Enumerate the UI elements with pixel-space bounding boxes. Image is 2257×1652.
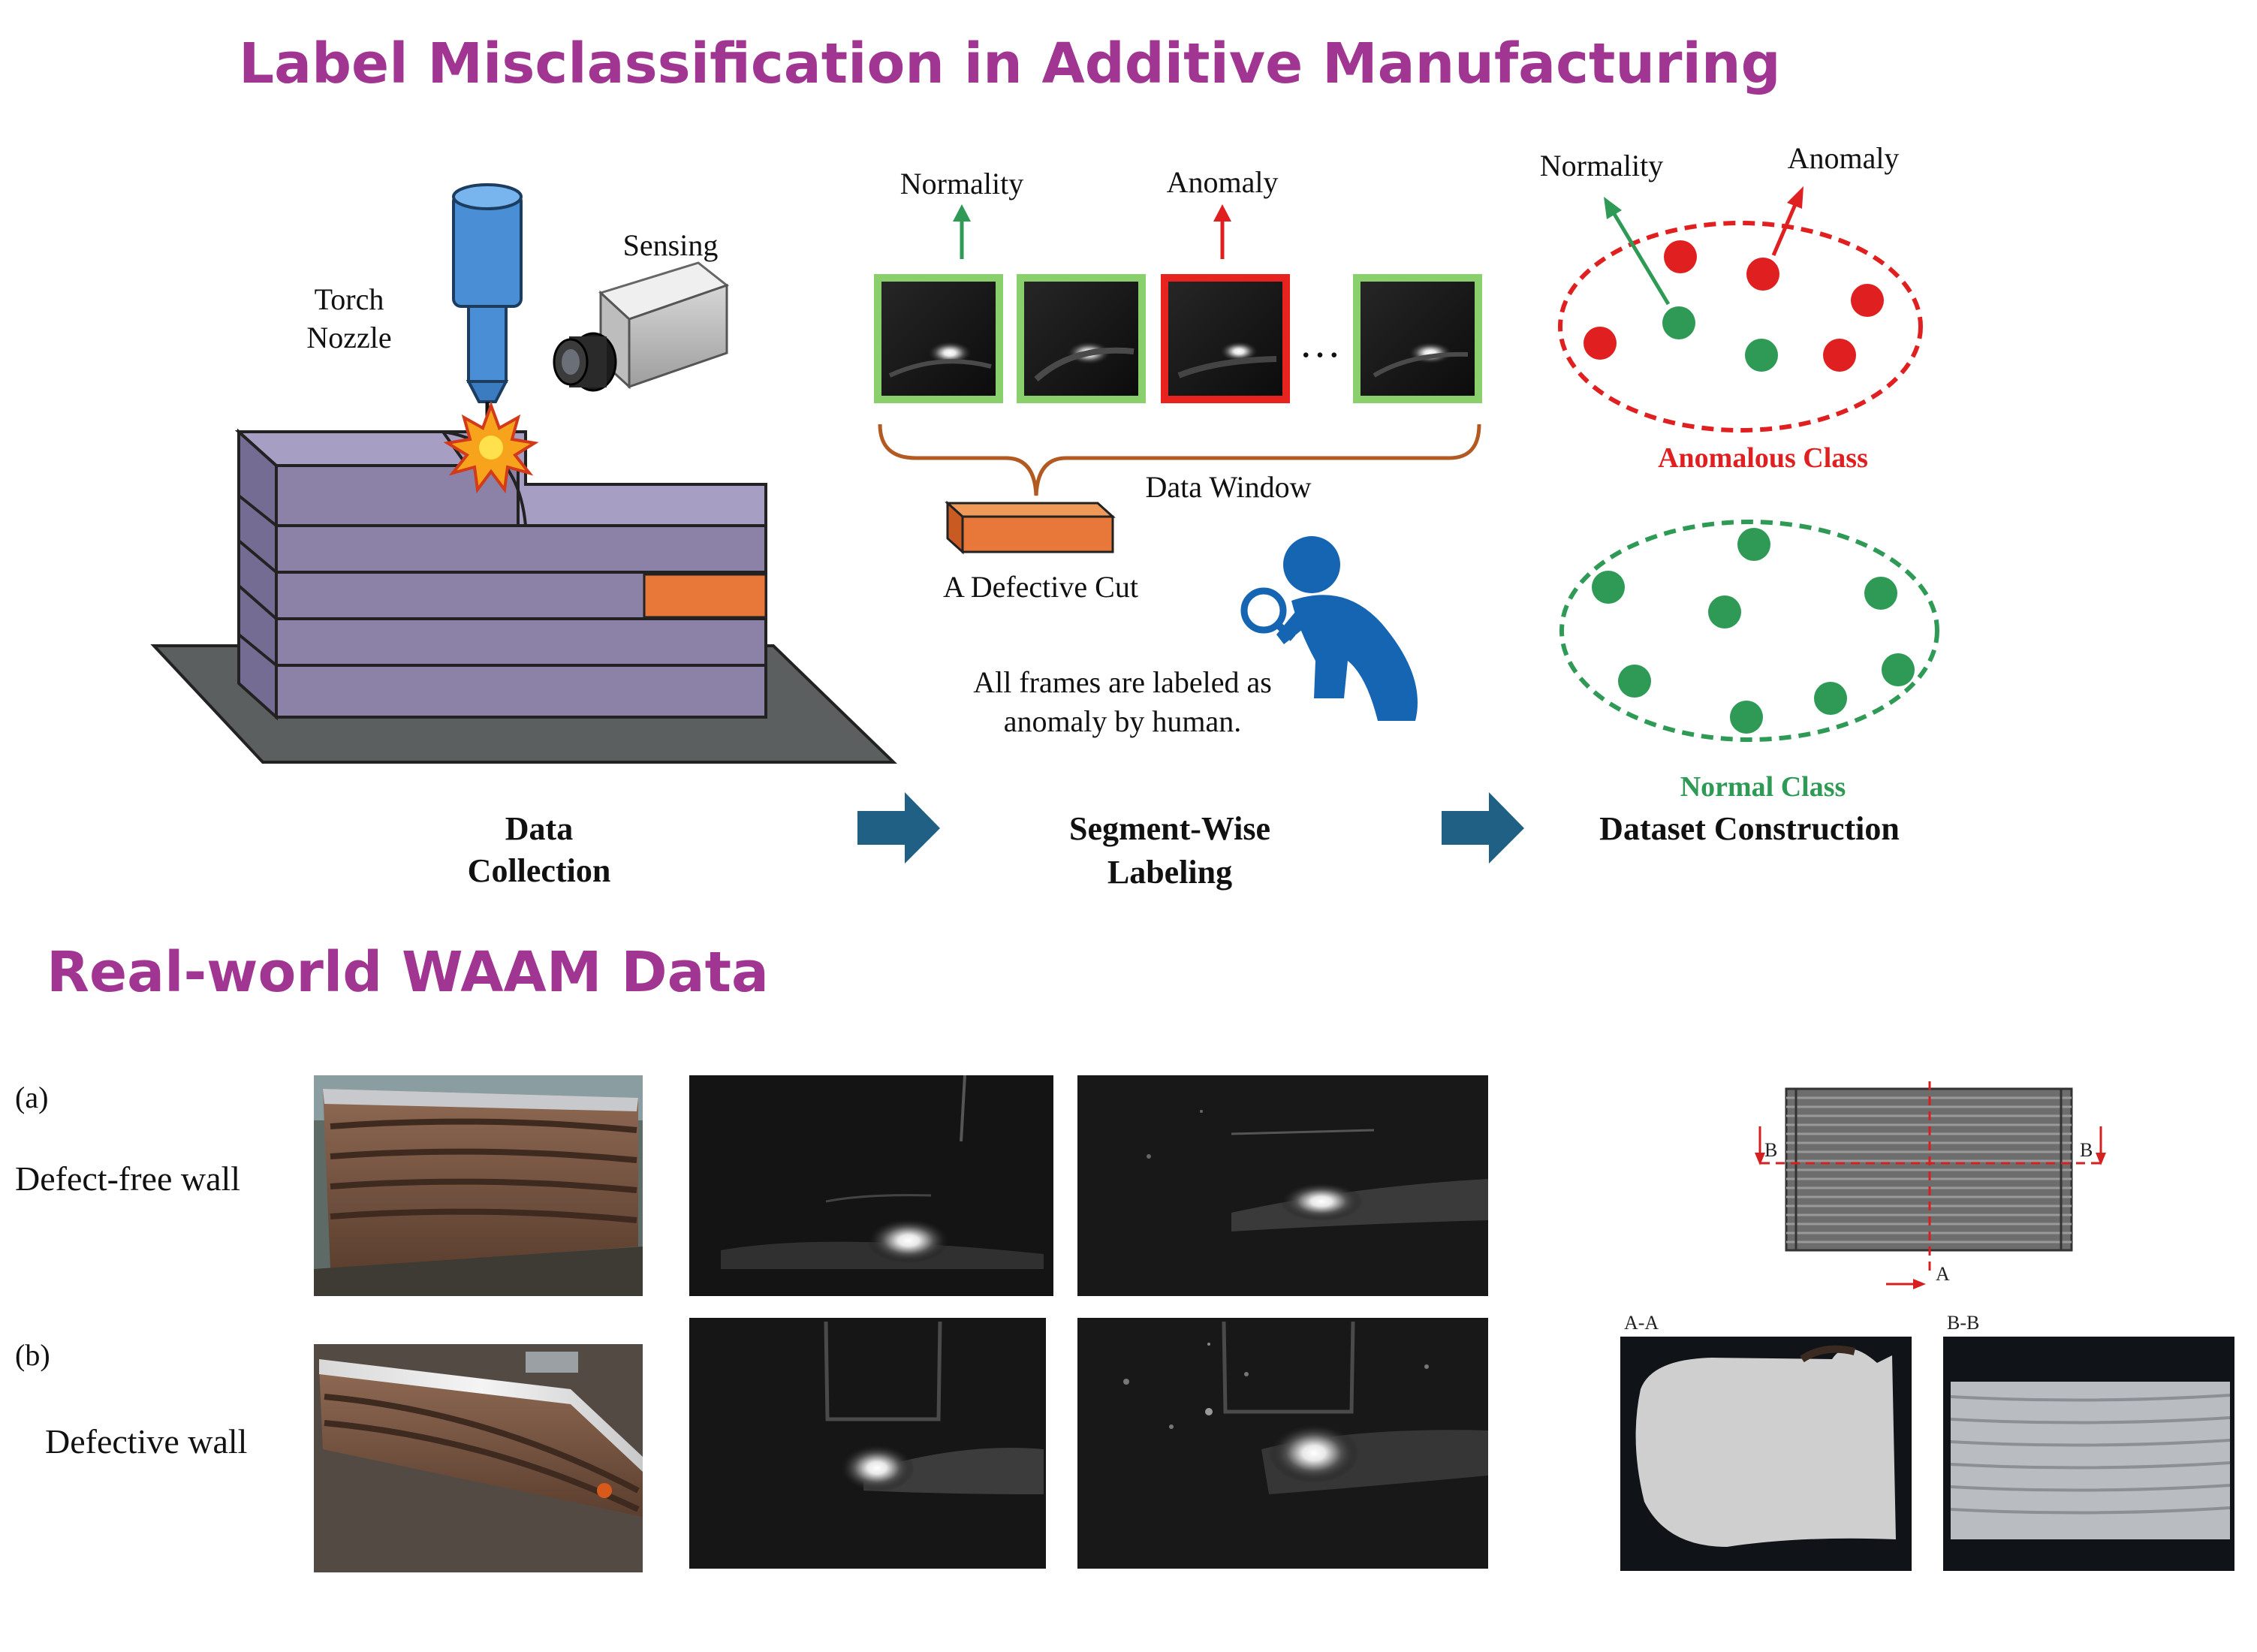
- green-point: [1864, 577, 1897, 610]
- normality-label: Normality: [900, 167, 1023, 200]
- defect-region: [643, 573, 767, 619]
- defective-cut-label: A Defective Cut: [943, 570, 1138, 604]
- page-title: Label Misclassification in Additive Manu…: [239, 32, 1781, 96]
- defective-cut-block: [945, 500, 1116, 555]
- wall-cross-section-schematic: B B A: [1755, 1081, 2106, 1289]
- green-point: [1737, 528, 1770, 561]
- red-point: [1746, 258, 1779, 291]
- camera-icon: [553, 261, 730, 392]
- melt-pool-frame-a1: [689, 1075, 1053, 1296]
- green-point: [1882, 653, 1915, 686]
- row-b-tag: (b): [15, 1338, 50, 1372]
- anomalous-class-label: Anomalous Class: [1658, 442, 1868, 474]
- normal-class-label: Normal Class: [1680, 771, 1846, 803]
- green-point: [1592, 571, 1625, 604]
- segment-labeling-panel: … Normality Anomaly Data Window A Defect…: [874, 165, 1482, 891]
- sensing-label: Sensing: [623, 228, 719, 262]
- waam-row-a: (a) Defect-free wall: [15, 1075, 1488, 1296]
- cross-section-a-label: A-A: [1624, 1312, 1659, 1334]
- anomaly-arrow: [1213, 204, 1231, 222]
- anomaly-label: Anomaly: [1167, 165, 1279, 199]
- nozzle-label: Nozzle: [306, 321, 391, 354]
- section-b-right-label: B: [2080, 1139, 2093, 1161]
- defect-free-wall-photo: [314, 1075, 643, 1296]
- video-frame-1: [874, 274, 1003, 403]
- waam-row-b: (b) Defective wall: [15, 1318, 1488, 1572]
- dc-normality-label: Normality: [1540, 149, 1663, 182]
- segment-labeling-caption-1: Segment-Wise: [1069, 810, 1270, 847]
- normality-arrow: [953, 204, 971, 222]
- section-a-label: A: [1936, 1263, 1950, 1285]
- section-title-waam: Real-world WAAM Data: [47, 940, 769, 1005]
- data-window-brace: [878, 424, 1481, 496]
- red-point: [1584, 327, 1617, 360]
- green-point: [1730, 701, 1763, 734]
- green-point: [1814, 682, 1847, 715]
- cross-section-b-label: B-B: [1947, 1312, 1979, 1334]
- green-point: [1662, 306, 1695, 339]
- red-point: [1851, 284, 1884, 317]
- human-note-line-2: anomaly by human.: [1004, 704, 1242, 738]
- data-collection-panel: Torch Nozzle Sensing Data Collection: [150, 183, 897, 889]
- row-a-tag: (a): [15, 1081, 48, 1114]
- person-magnifier-icon: [1240, 536, 1418, 721]
- melt-pool-frame-b2: [1077, 1318, 1488, 1569]
- cross-section-a-photo: A-A: [1620, 1312, 1912, 1571]
- anomalous-class-ellipse: [1558, 221, 1923, 433]
- segment-labeling-caption-2: Labeling: [1107, 854, 1232, 891]
- video-frame-4: [1353, 274, 1482, 403]
- dc-anomaly-label: Anomaly: [1788, 141, 1900, 175]
- melt-pool-frame-b1: [689, 1318, 1046, 1569]
- red-point: [1664, 240, 1697, 273]
- data-collection-caption-1: Data: [505, 810, 573, 847]
- video-frame-2: [1017, 274, 1146, 403]
- green-point: [1618, 665, 1651, 698]
- section-b-left-label: B: [1764, 1139, 1777, 1161]
- green-point: [1708, 595, 1741, 629]
- dataset-construction-panel: Normality Anomaly Anomalous Class Normal…: [1540, 141, 1939, 847]
- dataset-construction-caption: Dataset Construction: [1599, 810, 1900, 847]
- flow-arrow-1: [857, 792, 940, 864]
- red-point: [1823, 339, 1856, 372]
- green-point: [1745, 339, 1778, 372]
- melt-pool-frame-a2: [1077, 1075, 1488, 1296]
- defective-wall-photo: [314, 1344, 643, 1572]
- row-b-label: Defective wall: [45, 1422, 247, 1461]
- torch-label: Torch: [315, 282, 384, 316]
- row-a-label: Defect-free wall: [15, 1159, 240, 1198]
- flow-arrow-2: [1442, 792, 1524, 864]
- video-frame-3-anomaly: [1161, 274, 1290, 403]
- human-note-line-1: All frames are labeled as: [973, 665, 1272, 699]
- normal-class-ellipse: [1559, 520, 1939, 742]
- data-window-label: Data Window: [1146, 470, 1312, 504]
- frame-ellipsis: …: [1299, 320, 1341, 366]
- cross-section-b-photo: B-B: [1943, 1312, 2234, 1571]
- torch-nozzle-icon: [452, 183, 523, 424]
- data-collection-caption-2: Collection: [468, 852, 611, 889]
